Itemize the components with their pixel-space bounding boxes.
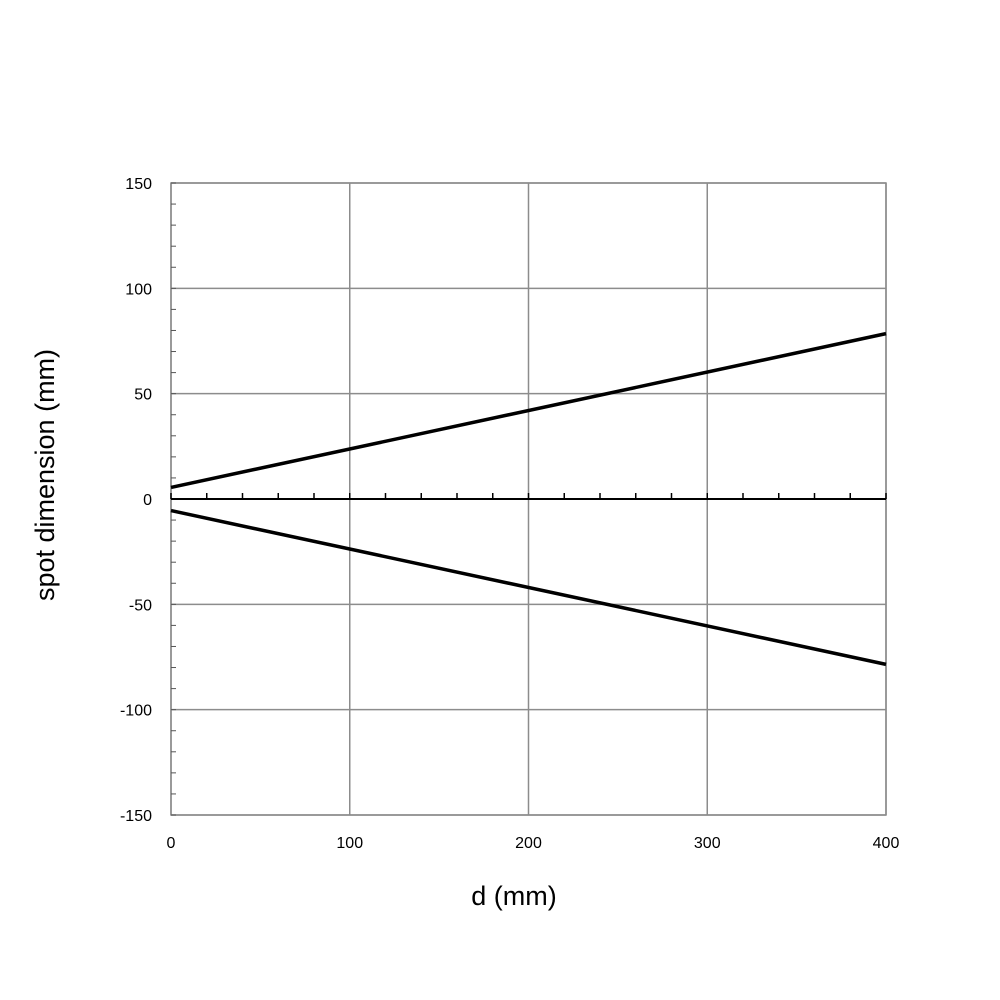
x-tick-label: 0 xyxy=(167,835,176,852)
y-tick-labels: 150 100 50 0 -50 -100 -150 xyxy=(120,176,152,825)
x-tick-label: 300 xyxy=(694,835,721,852)
series-line-2 xyxy=(170,508,887,667)
x-tick-label: 100 xyxy=(336,835,363,852)
x-tick-label: 400 xyxy=(873,835,900,852)
y-tick-label: -150 xyxy=(120,808,152,825)
x-axis-title: d (mm) xyxy=(471,881,556,911)
y-tick-label: -50 xyxy=(129,597,152,614)
x-axis-baseline xyxy=(170,493,887,500)
series-lines xyxy=(170,331,887,667)
y-tick-label: 100 xyxy=(125,281,152,298)
series-line-1 xyxy=(170,331,887,490)
y-axis-title: spot dimension (mm) xyxy=(30,349,60,601)
y-tick-label: 0 xyxy=(143,492,152,509)
y-tick-label: 50 xyxy=(134,387,152,404)
x-tick-labels: 0 100 200 300 400 xyxy=(167,835,900,852)
y-tick-label: -100 xyxy=(120,703,152,720)
y-tick-label: 150 xyxy=(125,176,152,193)
x-tick-label: 200 xyxy=(515,835,542,852)
